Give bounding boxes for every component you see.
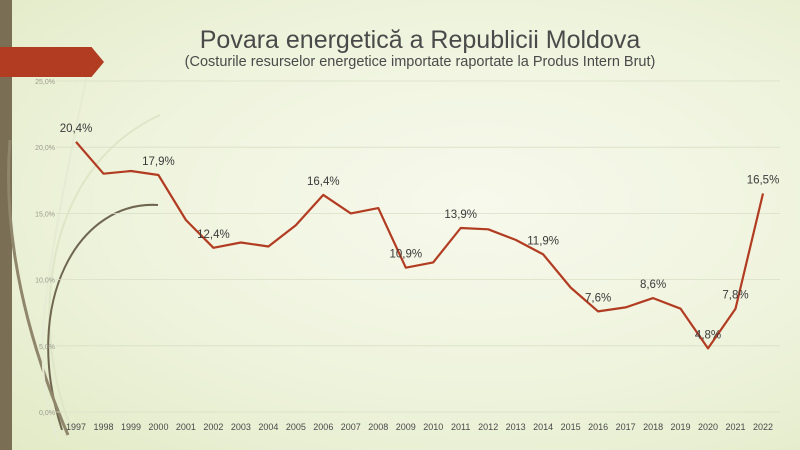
x-tick-label: 2005	[286, 422, 306, 432]
x-tick-label: 2022	[753, 422, 773, 432]
series-polyline	[75, 141, 765, 350]
data-label: 7,6%	[585, 292, 611, 304]
x-tick-label: 2010	[423, 422, 443, 432]
x-tick-label: 2012	[478, 422, 498, 432]
data-label: 8,6%	[640, 279, 666, 291]
x-axis-ticks: 1997 1998 1999 2000 2001 2002 2003 2004 2005 2006…	[66, 422, 773, 432]
x-tick-label: 2014	[533, 422, 553, 432]
x-tick-label: 2004	[258, 422, 278, 432]
x-tick-label: 2013	[506, 422, 526, 432]
x-tick-label: 2021	[726, 422, 746, 432]
y-tick-label: 5,0%	[39, 344, 55, 351]
data-label: 13,9%	[444, 209, 477, 221]
x-tick-label: 2019	[671, 422, 691, 432]
x-tick-label: 2008	[368, 422, 388, 432]
decorative-swooshes	[7, 59, 161, 441]
data-label: 17,9%	[142, 156, 175, 168]
data-label: 12,4%	[197, 229, 230, 241]
x-tick-label: 2018	[643, 422, 663, 432]
x-tick-label: 1999	[121, 422, 141, 432]
x-tick-label: 2009	[396, 422, 416, 432]
series-line	[75, 141, 765, 350]
slide-subtitle: (Costurile resurselor energetice importa…	[184, 54, 656, 70]
y-tick-label: 10,0%	[35, 278, 55, 285]
x-tick-label: 2007	[341, 422, 361, 432]
y-tick-label: 20,0%	[35, 145, 55, 152]
x-tick-label: 2011	[451, 422, 470, 432]
slide-title: Povara energetică a Republicii Moldova	[199, 26, 641, 54]
y-axis-ticks: 0,0% 5,0% 10,0% 15,0% 20,0% 25,0%	[35, 79, 55, 417]
side-accent-bar	[0, 0, 12, 450]
data-label: 20,4%	[60, 123, 93, 135]
x-tick-label: 2020	[698, 422, 718, 432]
x-tick-label: 1997	[66, 422, 86, 432]
x-tick-label: 2000	[148, 422, 168, 432]
data-labels: 20,4% 17,9% 12,4% 16,4% 10,9% 13,9% 11,9% 7,6% 8…	[60, 123, 780, 342]
y-tick-label: 25,0%	[35, 79, 55, 86]
y-tick-label: 0,0%	[39, 410, 55, 417]
x-tick-label: 2017	[616, 422, 636, 432]
x-tick-label: 2002	[203, 422, 223, 432]
x-tick-label: 2003	[231, 422, 251, 432]
data-label: 10,9%	[389, 249, 422, 261]
x-tick-label: 2016	[588, 422, 608, 432]
title-accent-tab	[0, 47, 104, 77]
data-label: 16,5%	[747, 175, 780, 187]
data-label: 7,8%	[722, 290, 748, 302]
y-tick-label: 15,0%	[35, 211, 55, 218]
data-label: 4,8%	[695, 329, 721, 341]
data-label: 11,9%	[527, 235, 559, 247]
x-tick-label: 2001	[176, 422, 196, 432]
gridlines	[56, 80, 780, 413]
x-tick-label: 2006	[313, 422, 333, 432]
x-tick-label: 1998	[93, 422, 113, 432]
data-label: 16,4%	[307, 176, 340, 188]
x-tick-label: 2015	[561, 422, 581, 432]
